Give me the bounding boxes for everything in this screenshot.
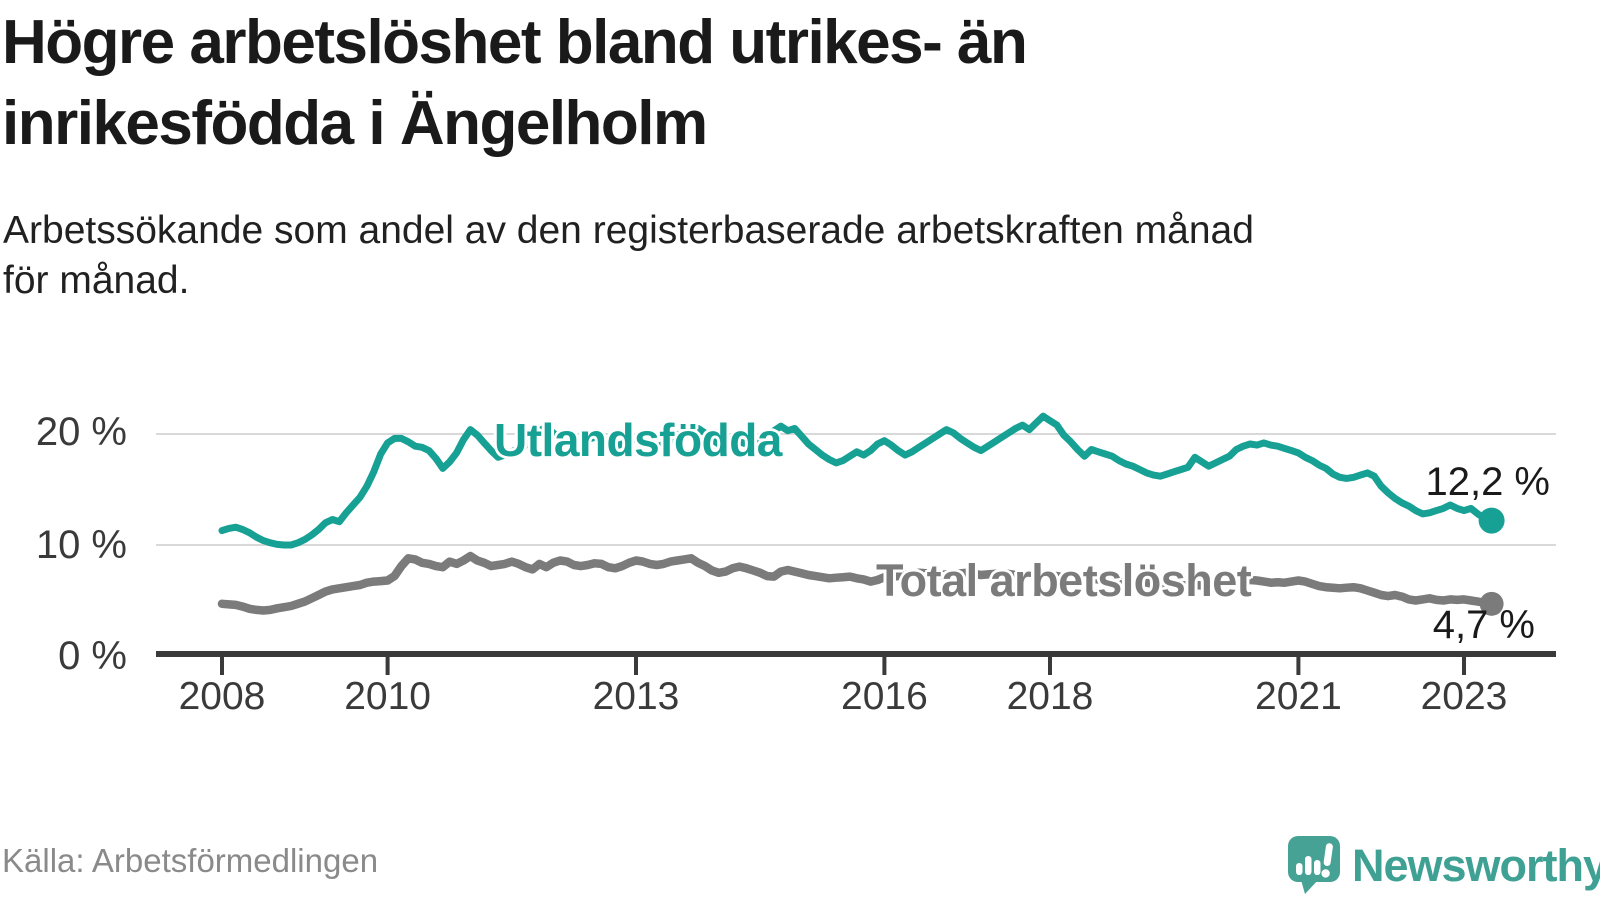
page-title: Högre arbetslöshet bland utrikes- än inr…: [2, 2, 1028, 164]
chart-subtitle: Arbetssökande som andel av den registerb…: [3, 206, 1254, 306]
x-axis-label-2016: 2016: [841, 675, 928, 718]
y-axis-label-0: 0 %: [58, 634, 127, 678]
source-text: Källa: Arbetsförmedlingen: [2, 842, 379, 879]
title-line-1: Högre arbetslöshet bland utrikes- än: [2, 8, 1028, 77]
series-label-total-arbetsloshet: Total arbetslöshet: [876, 555, 1252, 606]
newsworthy-logo-text: Newsworthy: [1352, 840, 1600, 891]
x-axis-label-2008: 2008: [178, 675, 266, 718]
series-line-total: [217, 551, 1496, 615]
x-axis-label-2010: 2010: [344, 675, 431, 718]
series-line-utlandsfodda: [218, 412, 1496, 549]
newsworthy-logo-icon: [1288, 836, 1340, 894]
series-endpoint-dot-utlandsfodda: [1478, 507, 1505, 534]
x-axis-label-2013: 2013: [592, 675, 680, 718]
subtitle-line-1: Arbetssökande som andel av den registerb…: [3, 209, 1254, 252]
series-label-utlandsfodda: Utlandsfödda: [494, 414, 782, 466]
series-endpoint-dot-total: [1479, 591, 1504, 616]
y-axis-label-10: 10 %: [35, 523, 127, 567]
y-axis-label-20: 20 %: [35, 410, 127, 454]
title-line-2: inrikesfödda i Ängelholm: [2, 89, 708, 158]
end-value-label-total: 4,7 %: [1432, 603, 1535, 647]
x-axis-label-2023: 2023: [1420, 675, 1508, 718]
subtitle-line-2: för månad.: [3, 259, 190, 302]
x-axis-label-2021: 2021: [1255, 675, 1342, 718]
x-axis-label-2018: 2018: [1006, 675, 1094, 718]
end-value-label-utlandsfodda: 12,2 %: [1425, 460, 1550, 504]
